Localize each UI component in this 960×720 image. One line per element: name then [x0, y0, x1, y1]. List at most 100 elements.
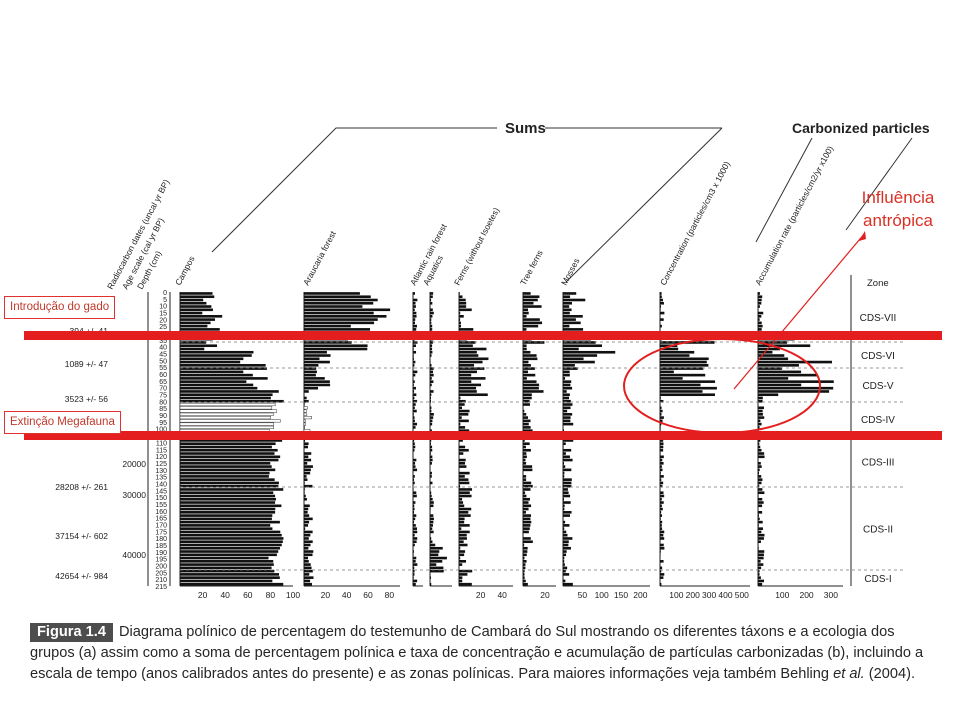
panel-aquatics-bar — [430, 422, 433, 426]
panel-araucaria-bar — [304, 576, 314, 579]
panel-concentration-tick-label: 300 — [702, 590, 716, 600]
panel-treeferns-bar — [523, 488, 531, 491]
panel-ferns-bar — [459, 406, 463, 410]
panel-concentration-bar — [660, 383, 701, 387]
panel-araucaria-bar — [304, 305, 363, 308]
panel-aquatics-bar — [430, 511, 431, 514]
depth-tick-label: 130 — [155, 468, 167, 475]
panel-mosses-bar — [563, 517, 564, 521]
panel-mosses-bar — [563, 386, 573, 390]
panel-concentration-bar — [660, 315, 661, 318]
panel-ferns-bar — [459, 566, 460, 570]
panel-araucaria-bar — [304, 550, 314, 553]
panel-treeferns-tick-label: 20 — [540, 590, 550, 600]
radiocarbon-date-label: 1089 +/- 47 — [65, 359, 109, 369]
panel-araucaria-bar — [304, 527, 306, 530]
panel-accumulation-bar — [758, 416, 765, 419]
panel-treeferns-bar — [523, 386, 539, 390]
panel-aquatics-bar — [430, 383, 432, 387]
panel-ferns-bar — [459, 550, 466, 553]
panel-concentration-bar — [660, 377, 683, 380]
panel-concentration-bar — [660, 527, 663, 530]
depth-tick-label: 15 — [159, 311, 167, 318]
panel-treeferns-bar — [523, 511, 526, 514]
panel-accumulation-bar — [758, 468, 760, 472]
panel-ferns-bar — [459, 386, 477, 390]
panel-accumulation-bar — [758, 488, 763, 491]
depth-tick-label: 215 — [155, 584, 167, 591]
panel-aquatics-bar — [430, 429, 432, 432]
panel-campos-bar — [180, 475, 269, 478]
panel-accumulation-bar — [758, 403, 759, 406]
panel-araucaria-bar — [304, 533, 311, 537]
radiocarbon-date-label: 37154 +/- 602 — [55, 531, 108, 541]
panel-accumulation-bar — [758, 396, 763, 400]
panel-campos-bar — [180, 373, 253, 377]
panel-araucaria-bar — [304, 380, 330, 383]
panel-treeferns-bar — [523, 563, 526, 566]
zone-label: CDS-I — [864, 574, 891, 585]
panel-concentration-bar — [660, 357, 709, 361]
panel-atlantic-bar — [413, 452, 414, 455]
panel-atlantic-bar — [413, 553, 414, 557]
panel-concentration-bar — [660, 311, 665, 315]
panel-treeferns-bar — [523, 357, 538, 361]
panel-concentration-bar — [660, 295, 662, 299]
panel-araucaria-bar — [304, 396, 307, 400]
panel-campos-bar — [180, 468, 276, 472]
panel-concentration-bar — [660, 533, 664, 537]
panel-ferns-bar — [459, 360, 483, 364]
panel-araucaria-bar — [304, 497, 307, 501]
panel-campos-bar — [179, 419, 281, 423]
panel-aquatics-bar — [430, 370, 433, 374]
panel-ferns-bar — [459, 471, 470, 475]
panel-araucaria-bar — [304, 579, 311, 583]
panel-campos-bar — [180, 439, 283, 442]
panel-ferns-bar — [459, 563, 463, 566]
panel-araucaria-bar — [304, 373, 316, 377]
depth-tick-label: 75 — [159, 393, 167, 400]
panel-ferns-bar — [459, 429, 470, 432]
taxon-label-treeferns: Tree ferns — [518, 248, 545, 287]
panel-araucaria-bar — [304, 399, 309, 403]
panel-mosses-bar — [563, 582, 573, 586]
panel-accumulation-bar — [758, 504, 763, 508]
panel-mosses-bar — [563, 393, 570, 397]
panel-campos-bar — [180, 537, 284, 540]
megafauna-extinction-bar — [24, 431, 942, 440]
panel-treeferns-bar — [523, 560, 527, 563]
panel-ferns-bar — [459, 350, 477, 354]
panel-campos-bar — [180, 553, 277, 557]
panel-araucaria-bar — [304, 511, 308, 514]
panel-campos-bar — [180, 380, 247, 383]
panel-treeferns-bar — [523, 380, 537, 383]
panel-accumulation-bar — [758, 452, 765, 455]
panel-mosses-bar — [563, 484, 572, 488]
panel-campos-bar — [180, 478, 275, 481]
depth-tick-label: 210 — [155, 577, 167, 584]
panel-atlantic-bar — [413, 344, 416, 348]
panel-atlantic-bar — [413, 458, 417, 462]
panel-mosses-bar — [563, 520, 566, 524]
depth-tick-label: 25 — [159, 324, 167, 331]
panel-mosses-bar — [563, 448, 572, 452]
panel-mosses-bar — [563, 439, 574, 442]
depth-tick-label: 115 — [156, 447, 167, 454]
panel-treeferns-bar — [523, 328, 527, 331]
panel-aquatics-bar — [430, 393, 432, 397]
panel-ferns-bar — [459, 383, 482, 387]
panel-aquatics-bar — [430, 416, 434, 419]
radiocarbon-date-label: 28208 +/- 261 — [55, 482, 108, 492]
panel-araucaria-bar — [304, 494, 306, 498]
panel-treeferns-bar — [523, 295, 540, 299]
panel-accumulation-bar — [758, 439, 761, 442]
panel-ferns-bar — [459, 501, 464, 504]
panel-aquatics-bar — [430, 455, 433, 459]
panel-ferns-bar — [459, 409, 470, 413]
panel-atlantic-bar — [413, 419, 415, 423]
panel-mosses-bar — [563, 311, 570, 315]
panel-accumulation-bar — [758, 344, 811, 348]
panel-campos-bar — [180, 458, 279, 462]
panel-araucaria-bar — [304, 540, 313, 544]
panel-accumulation-bar — [758, 465, 762, 468]
